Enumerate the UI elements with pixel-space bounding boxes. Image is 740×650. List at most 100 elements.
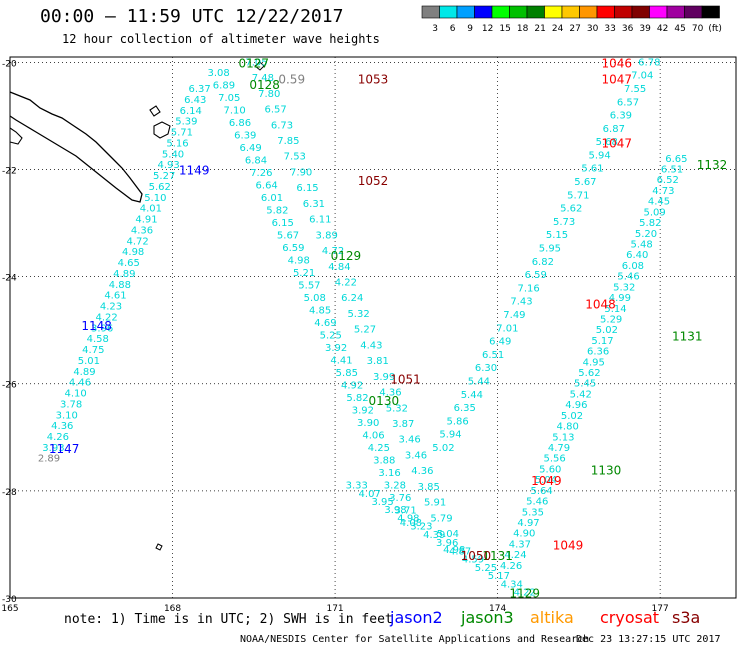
- pass-time-label: 1046: [602, 56, 633, 70]
- swh-value: 5.27: [354, 325, 376, 336]
- swh-value: 4.92: [341, 381, 363, 392]
- swh-value: 7.48: [252, 73, 274, 84]
- swh-value: 4.22: [335, 277, 357, 288]
- swh-value: 5.85: [336, 368, 358, 379]
- pass-time-label: 1049: [531, 474, 562, 488]
- colorbar-label-14: 45: [674, 24, 685, 34]
- swh-value: 3.81: [367, 356, 389, 367]
- swh-value: 6.84: [245, 156, 267, 167]
- pass-time-label: 0129: [331, 249, 362, 263]
- swh-value: 6.82: [532, 257, 554, 268]
- swh-value: 4.87: [449, 546, 471, 557]
- lat-tick-label-4: -28: [2, 488, 17, 498]
- swh-value: 4.96: [565, 400, 587, 411]
- swh-value: 5.09: [644, 207, 666, 218]
- colorbar-swatch-12: [631, 5, 650, 19]
- swh-value: 6.64: [256, 181, 278, 192]
- swh-value: 3.96: [91, 323, 113, 334]
- swh-value: 6.24: [341, 293, 363, 304]
- swh-value: 5.46: [617, 272, 639, 283]
- swh-value: 4.37: [509, 539, 531, 550]
- lon-tick-label-0: 165: [1, 604, 18, 614]
- swh-value: 6.01: [261, 193, 283, 204]
- swh-value: 6.52: [657, 175, 679, 186]
- swh-value: 7.55: [624, 84, 646, 95]
- swh-value: 5.17: [488, 571, 510, 582]
- colorbar-swatch-8: [561, 5, 580, 19]
- swh-value: 5.82: [266, 206, 288, 217]
- swh-value: 4.24: [504, 550, 526, 561]
- swh-value: 5.64: [530, 486, 552, 497]
- swh-value: 6.73: [271, 120, 293, 131]
- swh-value: 4.98: [397, 513, 419, 524]
- swh-value: 4.26: [47, 432, 69, 443]
- swh-value: 4.45: [648, 197, 670, 208]
- coastline-islet-east: [254, 61, 265, 71]
- swh-value: 3.46: [405, 450, 427, 461]
- swh-value: 4.36: [51, 421, 73, 432]
- swh-value: 5.48: [630, 239, 652, 250]
- pass-time-label: 1149: [179, 163, 210, 177]
- swh-value: 4.97: [517, 518, 539, 529]
- colorbar-label-5: 18: [517, 24, 529, 34]
- pass-time-label: 0127: [239, 56, 270, 70]
- swh-value: 4.98: [122, 247, 144, 258]
- colorbar-label-10: 33: [604, 24, 615, 34]
- swh-value: 5.42: [570, 389, 592, 400]
- colorbar-label-2: 9: [467, 24, 473, 34]
- pass-time-label: 1049: [553, 538, 584, 552]
- swh-value: 5.44: [468, 377, 490, 388]
- pass-time-label: 0128: [249, 78, 280, 92]
- legend-cryosat: cryosat: [600, 608, 660, 627]
- swh-value: 5.62: [578, 368, 600, 379]
- swh-value: 4.89: [113, 269, 135, 280]
- swh-value: 5.56: [544, 454, 566, 465]
- altimeter-tracks: 2.893.934.264.363.103.784.104.464.895.01…: [38, 57, 688, 598]
- swh-value: 4.73: [652, 186, 674, 197]
- swh-value: 5.39: [175, 117, 197, 128]
- swh-value: 5.21: [293, 268, 315, 279]
- swh-value: 6.57: [617, 97, 639, 108]
- swh-value: 6.89: [213, 81, 235, 92]
- swh-value: 3.16: [378, 468, 400, 479]
- colorbar-label-9: 30: [587, 24, 599, 34]
- footer-note: note: 1) Time is in UTC; 2) SWH is in fe…: [64, 612, 393, 627]
- colorbar-swatch-13: [649, 5, 668, 19]
- swh-value: 7.10: [223, 106, 245, 117]
- colorbar-swatch-2: [456, 5, 475, 19]
- coastline-islet-north: [9, 127, 23, 145]
- swh-value: 5.02: [432, 443, 454, 454]
- swh-value: 6.86: [229, 118, 251, 129]
- axis-tick-labels: 165 168 171 174 177-20-22-24-26-28-30: [1, 59, 668, 614]
- colorbar-label-11: 36: [622, 24, 634, 34]
- swh-value: 5.32: [613, 282, 635, 293]
- swh-value: 5.04: [437, 529, 459, 540]
- legend-altika: altika: [530, 608, 574, 627]
- pass-time-label: 0130: [369, 394, 400, 408]
- swh-value: 5.82: [639, 218, 661, 229]
- swh-value: 4.84: [328, 262, 350, 273]
- swh-value: 4.95: [583, 357, 605, 368]
- swh-value: 5.13: [552, 432, 574, 443]
- swh-value: 4.10: [64, 389, 86, 400]
- swh-value: 6.14: [180, 106, 202, 117]
- swh-value: 4.39: [423, 530, 445, 541]
- swh-value: 5.01: [78, 356, 100, 367]
- swh-value: 6.57: [265, 105, 287, 116]
- swh-value: 5.67: [277, 231, 299, 242]
- swh-value: 4.34: [501, 579, 523, 590]
- coastline-loyalty-islands: [149, 105, 171, 139]
- pass-time-label: 1048: [585, 297, 616, 311]
- swh-value: 7.80: [258, 89, 280, 100]
- swh-value: 7.85: [277, 136, 299, 147]
- coastline-main-island: [9, 91, 143, 203]
- swh-value: 4.90: [513, 529, 535, 540]
- coastline-new-caledonia: [9, 61, 265, 551]
- colorbar-label-6: 21: [534, 24, 545, 34]
- swh-value: 3.92: [325, 343, 347, 354]
- swh-value: 3.78: [60, 399, 82, 410]
- pass-time-label: 1051: [390, 372, 421, 386]
- colorbar-swatch-5: [509, 5, 528, 19]
- swh-value: 5.32: [386, 403, 408, 414]
- swh-value: 3.93: [42, 443, 64, 454]
